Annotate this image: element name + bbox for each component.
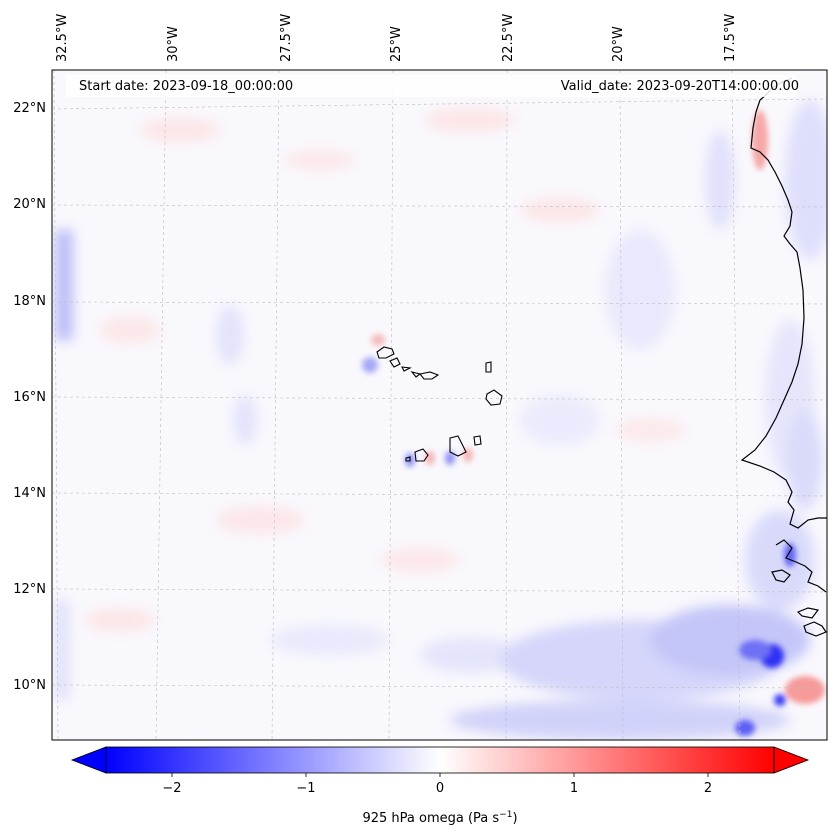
colorbar-label-superscript: −1 — [499, 810, 512, 820]
colorbar-max-extend — [773, 746, 810, 774]
start-date-label: Start date: 2023-09-18_00:00:00 — [79, 79, 293, 94]
colorbar-tick-label: 0 — [436, 781, 444, 796]
colorbar-gradient — [106, 747, 774, 773]
lat-label: 14°N — [13, 486, 46, 501]
colorbar-min-extend — [70, 746, 107, 774]
longitude-labels: 32.5°W 30°W 27.5°W 25°W 22.5°W 20°W 17.5… — [55, 14, 738, 62]
map-panel: Start date: 2023-09-18_00:00:00 Valid_da… — [51, 69, 828, 741]
colorbar-tick-labels: −2 −1 0 1 2 — [162, 781, 712, 796]
lon-label: 27.5°W — [279, 14, 294, 62]
colorbar-tick-label: −2 — [162, 781, 181, 796]
lon-label: 17.5°W — [723, 14, 738, 62]
colorbar-tick-label: −1 — [296, 781, 315, 796]
colorbar-label: 925 hPa omega (Pa s−1) — [362, 810, 517, 826]
colorbar-ticks — [171, 773, 709, 777]
omega-field — [55, 100, 827, 740]
colorbar-tick-label: 2 — [704, 781, 712, 796]
colorbar-label-main: 925 hPa omega (Pa s — [362, 811, 499, 826]
cape-verde-islands — [376, 346, 503, 462]
gridlines — [52, 70, 827, 740]
lon-label: 30°W — [166, 26, 181, 62]
colorbar-label-end: ) — [512, 811, 517, 826]
latitude-labels: 22°N 20°N 18°N 16°N 14°N 12°N 10°N — [13, 101, 46, 693]
lat-label: 22°N — [13, 101, 46, 116]
valid-date-label: Valid_date: 2023-09-20T14:00:00.00 — [561, 79, 799, 94]
annotation-backdrop — [66, 75, 796, 97]
colorbar-tick-label: 1 — [570, 781, 578, 796]
map-frame — [51, 69, 828, 741]
lon-label: 25°W — [389, 26, 404, 62]
lat-label: 18°N — [13, 294, 46, 309]
lon-label: 20°W — [611, 26, 626, 62]
colorbar: −2 −1 0 1 2 925 hPa omega (Pa s−1) — [70, 746, 810, 826]
lat-label: 10°N — [13, 678, 46, 693]
lat-label: 12°N — [13, 582, 46, 597]
lon-label: 32.5°W — [55, 14, 70, 62]
lon-label: 22.5°W — [501, 14, 516, 62]
lat-label: 16°N — [13, 390, 46, 405]
lat-label: 20°N — [13, 197, 46, 212]
